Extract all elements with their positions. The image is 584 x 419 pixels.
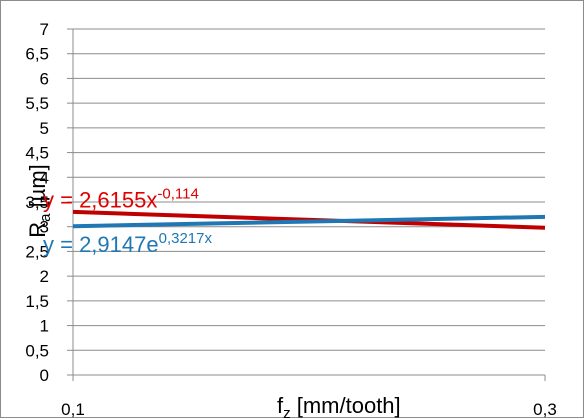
x-tick-label: 0,1 — [61, 400, 85, 419]
y-tick-label: 0,5 — [25, 341, 49, 360]
grid-lines — [73, 28, 545, 351]
y-tick-label: 3 — [40, 218, 49, 237]
series-lines — [72, 209, 546, 230]
y-tick-label: 0 — [40, 366, 49, 385]
y-tick-label: 4 — [40, 168, 49, 187]
y-tick-label: 6,5 — [25, 45, 49, 64]
trendline-equation-1: y = 2,6155x-0,114 — [43, 186, 199, 213]
axes — [67, 28, 546, 381]
y-tick-label: 2,5 — [25, 242, 49, 261]
y-tick-label: 5 — [40, 119, 49, 138]
series-line-2 — [72, 214, 546, 229]
y-tick-label: 1 — [40, 317, 49, 336]
x-axis-title: fz [mm/tooth] — [277, 393, 401, 419]
y-tick-label: 1,5 — [25, 292, 49, 311]
y-tick-label: 4,5 — [25, 144, 49, 163]
trendline-equation-2: y = 2,9147e0,3217x — [43, 230, 212, 257]
x-tick-label: 0,3 — [533, 400, 557, 419]
trendline-equations: y = 2,6155x-0,114 y = 2,9147e0,3217x — [43, 186, 212, 257]
x-tick-labels: 0,1 0,3 — [61, 400, 557, 419]
y-axis-title: Ra [µm] — [25, 164, 54, 238]
y-tick-label: 3,5 — [25, 193, 49, 212]
y-tick-label: 6 — [40, 69, 49, 88]
y-tick-label: 5,5 — [25, 94, 49, 113]
y-tick-label: 7 — [40, 20, 49, 39]
y-tick-labels: 0 0,5 1 1,5 2 2,5 3 3,5 4 4,5 5 5,5 6 6,5 7 — [25, 20, 49, 385]
y-tick-label: 2 — [40, 267, 49, 286]
